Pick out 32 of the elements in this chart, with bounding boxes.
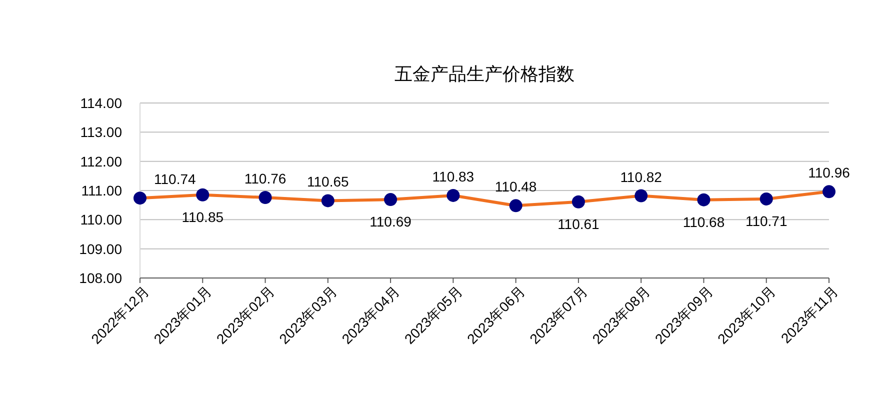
- data-label: 110.96: [808, 164, 850, 181]
- data-label: 110.76: [244, 170, 286, 186]
- point: [446, 188, 460, 202]
- point: [760, 192, 773, 206]
- point: [634, 189, 648, 202]
- point: [572, 195, 585, 208]
- y-tick-label: 111.00: [81, 182, 122, 198]
- data-label: 110.85: [182, 208, 224, 225]
- point: [258, 191, 272, 204]
- data-label: 110.61: [558, 216, 600, 232]
- y-tick-label: 109.00: [79, 240, 122, 257]
- point: [509, 199, 522, 212]
- point: [196, 188, 210, 202]
- data-label: 110.65: [307, 174, 350, 190]
- y-tick-label: 110.00: [80, 212, 122, 228]
- data-label: 110.83: [432, 168, 474, 184]
- data-label: 110.68: [682, 214, 725, 230]
- point: [134, 192, 146, 205]
- data-label: 110.69: [370, 214, 412, 230]
- y-tick-label: 113.00: [80, 124, 122, 140]
- data-label: 110.74: [154, 171, 196, 188]
- y-tick-label: 108.00: [79, 270, 122, 286]
- data-label: 110.82: [620, 168, 662, 185]
- data-label: 110.71: [745, 212, 788, 229]
- point: [384, 193, 398, 206]
- y-tick-label: 112.00: [80, 153, 122, 170]
- chart-title: 五金产品生产价格指数: [394, 64, 574, 84]
- y-tick-label: 114.00: [80, 95, 122, 111]
- point: [697, 193, 710, 206]
- point: [822, 185, 836, 198]
- point: [321, 194, 334, 208]
- data-label: 110.48: [494, 178, 537, 195]
